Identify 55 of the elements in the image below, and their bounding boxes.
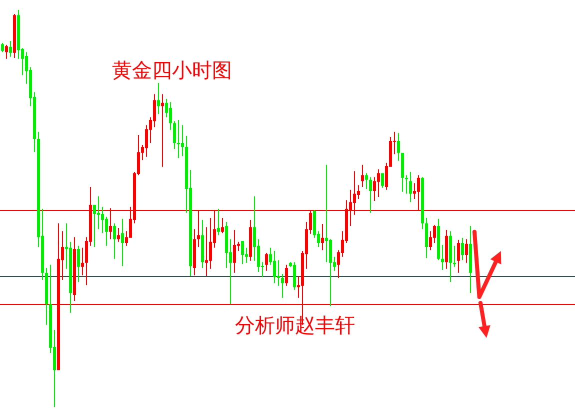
candlestick [177,120,180,158]
candlestick [417,175,420,210]
candlestick [169,102,172,130]
candlestick [369,177,372,213]
candlestick [293,262,296,290]
candlestick [217,208,220,236]
candlestick [9,40,12,57]
candlestick [201,220,204,268]
candlestick [221,218,224,234]
candlestick [5,44,8,59]
candlestick [457,240,460,273]
candlestick [321,224,324,250]
candlestick [401,152,404,192]
candlestick [241,241,244,264]
candlestick [121,218,124,266]
title: 黄金四小时图 [112,58,232,82]
candlestick [113,223,116,259]
candlestick [285,264,288,286]
candlestick [13,14,16,58]
candlestick [265,252,268,271]
candlestick [461,238,464,260]
candlestick [449,231,452,282]
candlestick [377,169,380,197]
candlestick [81,248,84,276]
candlestick [405,175,408,194]
candlestick [425,218,428,258]
candlestick [273,250,276,284]
candlestick [45,268,48,325]
candlestick [445,230,448,269]
candlestick [233,230,236,273]
candlestick [117,228,120,242]
candlestick [381,173,384,188]
candlestick [193,229,196,276]
candlestick [365,173,368,190]
candlestick [421,177,424,230]
candlestick [465,239,468,263]
candlestick [161,94,164,167]
candlestick [441,245,444,270]
candlestick [469,226,472,294]
candlestick [361,164,364,188]
candlestick [397,133,400,161]
candlestick [73,237,76,301]
annotation: 分析师赵丰轩 [235,313,355,337]
candlestick [453,246,456,267]
candlestick [249,220,252,261]
candlestick [57,223,60,370]
candlestick [109,208,112,240]
candlestick [437,218,440,260]
candlestick [1,42,4,52]
candlestick [77,246,80,282]
candlestick [281,274,284,298]
candlestick [157,83,160,114]
candlestick [409,172,412,202]
candlestick [197,210,200,248]
candlestick [173,121,176,149]
